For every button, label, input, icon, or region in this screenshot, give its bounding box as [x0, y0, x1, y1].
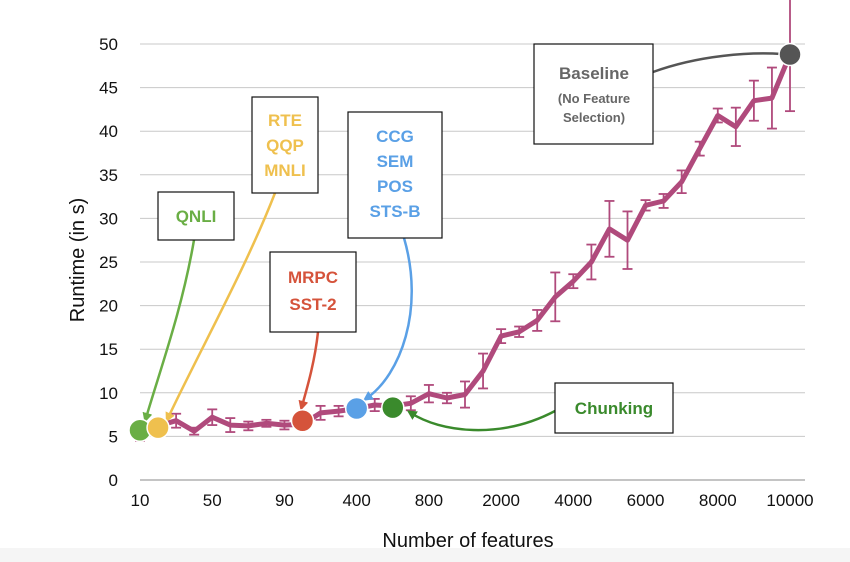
- ccg-label: CCG: [376, 127, 414, 146]
- y-tick-label-45: 45: [99, 79, 118, 98]
- y-tick-label-15: 15: [99, 340, 118, 359]
- qnli-arrow: [142, 239, 196, 423]
- bottom-strip: [0, 548, 850, 562]
- qqp-label: QQP: [266, 136, 304, 155]
- rte-arrow: [165, 192, 277, 423]
- y-tick-label-50: 50: [99, 35, 118, 54]
- y-tick-label-5: 5: [109, 427, 118, 446]
- y-axis-title: Runtime (in s): [67, 198, 89, 322]
- annotation-boxes: QNLI RTE QQP MNLI MRPC SST-2 CCG SEM POS…: [157, 43, 674, 434]
- baseline-sub2: Selection): [563, 110, 625, 125]
- y-axis-ticks: 0 5 10 15 20 25 30 35 40 45 50: [99, 35, 118, 490]
- x-tick-label-10000: 10000: [766, 491, 813, 510]
- gridlines: [140, 43, 805, 481]
- marker-20: [146, 415, 170, 440]
- highlight-markers: [128, 42, 802, 443]
- rte-callout: RTE QQP MNLI: [251, 96, 319, 194]
- rte-label: RTE: [268, 111, 302, 130]
- sem-label: SEM: [377, 152, 414, 171]
- qnli-label: QNLI: [176, 207, 217, 226]
- mrpc-callout: MRPC SST-2: [269, 251, 357, 333]
- baseline-sub1: (No Feature: [558, 91, 630, 106]
- x-tick-label-400: 400: [342, 491, 370, 510]
- chunking-label: Chunking: [575, 399, 653, 418]
- y-tick-label-35: 35: [99, 166, 118, 185]
- stsb-label: STS-B: [370, 202, 421, 221]
- x-tick-label-50: 50: [203, 491, 222, 510]
- x-axis-ticks: 10 50 90 400 800 2000 4000 6000 8000 10000: [131, 491, 814, 510]
- ccg-callout: CCG SEM POS STS-B: [347, 111, 443, 239]
- marker-400: [344, 396, 369, 421]
- x-tick-label-8000: 8000: [699, 491, 737, 510]
- pos-label: POS: [377, 177, 413, 196]
- x-tick-label-10: 10: [131, 491, 150, 510]
- y-tick-label-20: 20: [99, 297, 118, 316]
- x-tick-label-6000: 6000: [627, 491, 665, 510]
- ccg-arrow: [362, 237, 413, 401]
- x-tick-label-800: 800: [415, 491, 443, 510]
- mrpc-label: MRPC: [288, 268, 338, 287]
- annotation-arrows: [142, 52, 783, 432]
- qnli-callout: QNLI: [157, 191, 235, 241]
- y-tick-label-30: 30: [99, 209, 118, 228]
- y-tick-label-10: 10: [99, 384, 118, 403]
- baseline-callout: Baseline (No Feature Selection): [533, 43, 654, 145]
- runtime-line: [139, 53, 793, 435]
- x-tick-label-4000: 4000: [554, 491, 592, 510]
- y-tick-label-0: 0: [109, 471, 118, 490]
- marker-600: [381, 395, 405, 420]
- x-tick-label-90: 90: [275, 491, 294, 510]
- y-tick-label-25: 25: [99, 253, 118, 272]
- baseline-label: Baseline: [559, 64, 629, 83]
- runtime-chart: 0 5 10 15 20 25 30 35 40 45 50 10 50 90 400 800 2000 400…: [67, 0, 814, 548]
- x-axis-title: Number of features: [382, 530, 553, 548]
- y-tick-label-40: 40: [99, 122, 118, 141]
- marker-100: [290, 408, 315, 433]
- chunking-callout: Chunking: [554, 382, 674, 434]
- baseline-connector: [652, 52, 783, 74]
- marker-10000: [778, 42, 802, 67]
- mrpc-arrow: [298, 331, 320, 411]
- x-tick-label-2000: 2000: [482, 491, 520, 510]
- sst2-label: SST-2: [289, 295, 336, 314]
- mnli-label: MNLI: [264, 161, 306, 180]
- chunking-arrow: [406, 409, 556, 432]
